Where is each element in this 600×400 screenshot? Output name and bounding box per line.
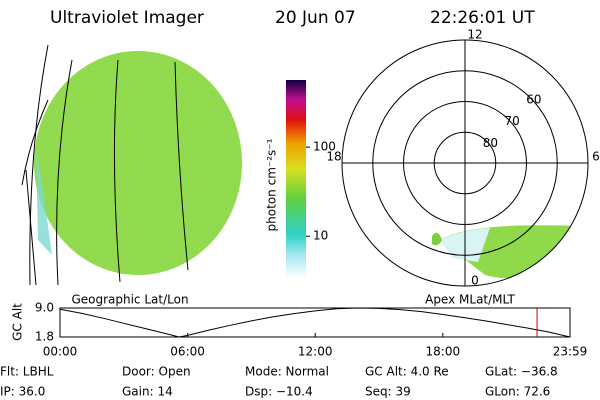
footer-item: IP: 36.0 — [0, 385, 45, 399]
mlt-label: 6 — [592, 150, 600, 164]
x-tick-label: 23:59 — [553, 345, 588, 359]
footer-item: Dsp: −10.4 — [245, 385, 313, 399]
footer-item: Seq: 39 — [365, 385, 411, 399]
x-tick-label: 06:00 — [170, 345, 205, 359]
mlt-label: 18 — [326, 150, 341, 164]
time: 22:26:01 UT — [430, 8, 535, 28]
footer-item: Gain: 14 — [122, 385, 173, 399]
x-tick-label: 12:00 — [298, 345, 333, 359]
footer-item: GC Alt: 4.0 Re — [365, 365, 449, 379]
footer-item: GLat: −36.8 — [485, 365, 558, 379]
geo-image — [21, 44, 242, 286]
polar-image — [432, 225, 575, 279]
x-tick-label: 18:00 — [426, 345, 461, 359]
colorbar-tick-label: 10 — [313, 229, 328, 243]
instrument: Ultraviolet Imager — [50, 8, 204, 28]
polar-ring-label: 70 — [504, 114, 519, 128]
polar-ring — [403, 101, 527, 225]
altitude-curve — [59, 307, 571, 338]
y-tick-label: 1.8 — [35, 330, 54, 344]
date: 20 Jun 07 — [275, 8, 356, 28]
polar-label: Apex MLat/MLT — [425, 293, 515, 307]
footer-item: Flt: LBHL — [0, 365, 54, 379]
mlt-label: 0 — [471, 274, 479, 288]
mlt-label: 12 — [467, 28, 482, 42]
footer-item: GLon: 72.6 — [485, 385, 550, 399]
x-tick-label: 00:00 — [43, 345, 78, 359]
polar-ring — [433, 131, 497, 195]
colorbar-tick-label: 100 — [313, 140, 336, 154]
colorbar — [286, 80, 306, 278]
footer-item: Mode: Normal — [245, 365, 329, 379]
y-tick-label: 9.0 — [35, 301, 54, 315]
timeline-ylabel: GC Alt — [11, 303, 25, 341]
geo-label: Geographic Lat/Lon — [71, 293, 188, 307]
colorbar-label: photon cm⁻²s⁻¹ — [265, 138, 279, 231]
polar-ring — [372, 70, 558, 256]
polar-ring-label: 60 — [526, 92, 541, 106]
footer-item: Door: Open — [122, 365, 191, 379]
polar-ring-label: 80 — [483, 136, 498, 150]
